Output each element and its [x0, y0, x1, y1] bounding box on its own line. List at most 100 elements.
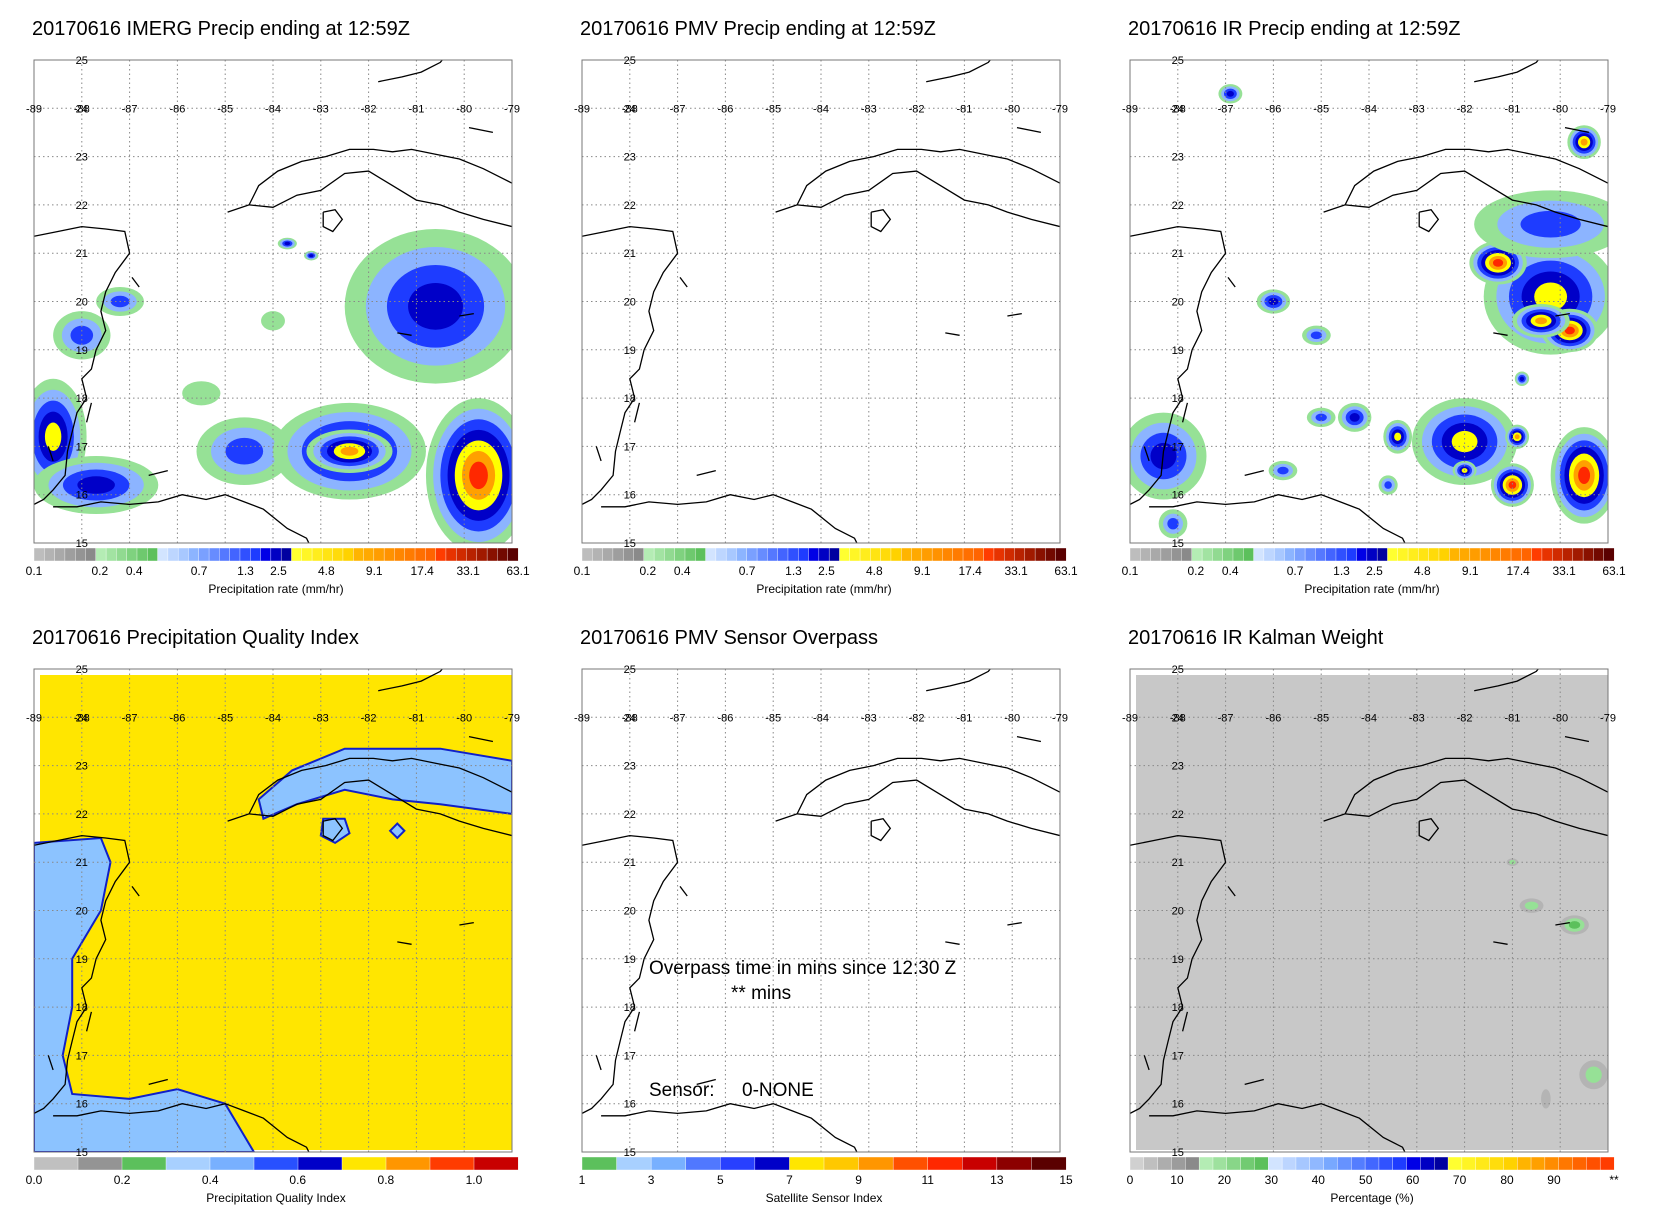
colorbar-segment: [828, 547, 840, 562]
precip-field: [34, 229, 512, 543]
latitude-label: 19: [76, 954, 88, 966]
longitude-label: -84: [1361, 712, 1377, 724]
colorbar-segment: [301, 547, 313, 562]
latitude-label: 19: [624, 345, 636, 357]
panel-title: 20170616 IMERG Precip ending at 12:59Z: [32, 18, 410, 40]
colorbar-tick-label: 0.2: [91, 564, 108, 578]
colorbar-segment: [996, 1156, 1032, 1171]
precip-cell: [1585, 1066, 1602, 1083]
colorbar-segment: [445, 547, 457, 562]
precip-cell: [1451, 430, 1478, 453]
colorbar-segment: [1558, 1156, 1574, 1171]
latitude-label: 15: [624, 1147, 636, 1159]
coastline: [595, 1055, 602, 1071]
sensor-label: Sensor:: [649, 1080, 714, 1101]
colorbar-tick-label: 0.6: [289, 1173, 306, 1187]
coastline: [131, 886, 140, 897]
colorbar-segment: [1309, 1156, 1325, 1171]
precip-cell: [1310, 331, 1323, 340]
longitude-label: -88: [622, 712, 638, 724]
latitude-label: 18: [1172, 393, 1184, 405]
colorbar-tick-label: 10: [1170, 1173, 1184, 1187]
colorbar-tick-label: 0.4: [674, 564, 691, 578]
colorbar-tick-label: 2.5: [270, 564, 287, 578]
latitude-label: 16: [1172, 1099, 1184, 1111]
colorbar-tick-label: 0.8: [378, 1173, 395, 1187]
panel-title: 20170616 IR Precip ending at 12:59Z: [1128, 18, 1460, 40]
latitude-label: 24: [1172, 712, 1184, 724]
colorbar-segment: [1586, 1156, 1601, 1171]
colorbar-segment: [147, 547, 159, 562]
colorbar-tick-label: 30: [1265, 1173, 1279, 1187]
colorbar-segment: [616, 1156, 652, 1171]
coastline: [797, 170, 1060, 228]
panel-title: 20170616 PMV Sensor Overpass: [580, 627, 878, 649]
coastline: [1143, 1055, 1150, 1071]
colorbar-segment: [650, 1156, 687, 1171]
colorbar-tick-label: 13: [990, 1173, 1004, 1187]
latitude-label: 17: [1172, 1050, 1184, 1062]
coastline: [1149, 1103, 1406, 1152]
latitude-label: 18: [76, 1002, 88, 1014]
latitude-label: 21: [624, 857, 636, 869]
colorbar-tick-label: 63.1: [506, 564, 530, 578]
colorbar-tick-label: 63.1: [1054, 564, 1078, 578]
map-panel: 20170616 IR Precip ending at 12:59Z -89 -8…: [1122, 18, 1626, 596]
coastline: [633, 1011, 641, 1032]
longitude-label: -81: [1504, 103, 1520, 115]
colorbar-segment: [1406, 1156, 1421, 1171]
colorbar-segment: [1268, 1156, 1283, 1171]
colorbar-segment: [1351, 1156, 1366, 1171]
coastline: [53, 494, 310, 543]
colorbar-segment: [177, 547, 189, 562]
colorbar-segment: [1510, 547, 1522, 562]
colorbar-segment: [1376, 547, 1388, 562]
coastline: [459, 921, 474, 926]
latitude-label: 22: [76, 200, 88, 212]
colorbar-segment: [808, 547, 820, 562]
colorbar-tick-label: 0.2: [1187, 564, 1204, 578]
colorbar-segment: [414, 547, 426, 562]
colorbar-segment: [993, 547, 1005, 562]
colorbar-tick-label: 0.0: [26, 1173, 43, 1187]
coastline: [1130, 834, 1227, 1114]
map-frame: [581, 59, 1061, 544]
colorbar-segment: [1171, 1156, 1186, 1171]
precip-cell: [408, 282, 463, 330]
coastline: [47, 1055, 54, 1071]
precip-field: [1130, 84, 1608, 539]
colorbar-tick-label: 0.2: [639, 564, 656, 578]
longitude-label: -82: [909, 712, 925, 724]
coastline: [227, 757, 512, 822]
colorbar-tick-label: 7: [786, 1173, 793, 1187]
longitude-label: -82: [1457, 103, 1473, 115]
panel-title: 20170616 IR Kalman Weight: [1128, 627, 1384, 649]
coastline: [1007, 312, 1022, 317]
coastline: [34, 834, 131, 1114]
colorbar-segment: [725, 547, 737, 562]
latitude-label: 19: [624, 954, 636, 966]
colorbar-segment: [754, 1156, 790, 1171]
precip-cell: [1578, 466, 1591, 484]
longitude-label: -89: [1122, 103, 1138, 115]
quality-region: [34, 836, 256, 1152]
precip-cell: [1519, 376, 1525, 381]
colorbar-segment: [952, 547, 964, 562]
longitude-label: -84: [265, 103, 281, 115]
latitude-label: 20: [624, 297, 636, 309]
latitude-label: 21: [1172, 248, 1184, 260]
colorbar-segment: [1273, 547, 1285, 562]
coastline: [945, 941, 960, 945]
colorbar-segment: [1418, 547, 1430, 562]
colorbar-segment: [1160, 547, 1172, 562]
longitude-label: -87: [1218, 103, 1234, 115]
coastline: [797, 779, 1060, 837]
colorbar-segment: [1337, 1156, 1352, 1171]
coastline: [1323, 148, 1608, 213]
colorbar-segment: [1521, 547, 1533, 562]
colorbar-segment: [880, 547, 892, 562]
latitude-label: 16: [1172, 490, 1184, 502]
colorbar-tick-label: 0.1: [574, 564, 591, 578]
longitude-label: -85: [765, 712, 781, 724]
longitude-label: -89: [26, 712, 42, 724]
